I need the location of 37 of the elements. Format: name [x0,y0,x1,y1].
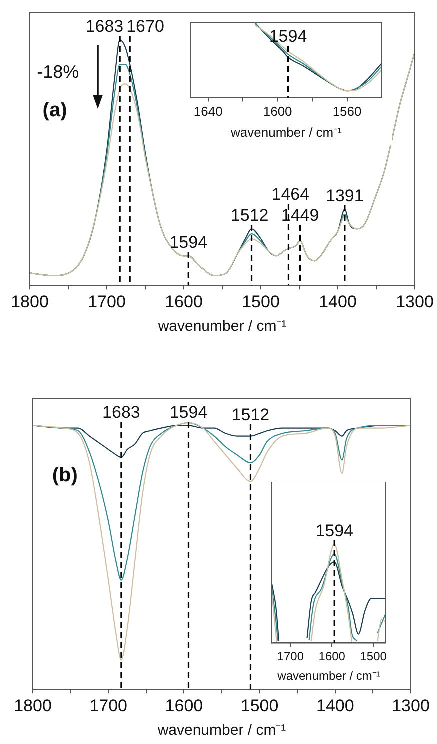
annotation: -18% [37,62,80,82]
x-tick-label: 1600 [318,650,346,664]
x-tick-label: 1300 [396,292,434,312]
x-tick-label: 1600 [263,104,292,120]
ref-line-label: 1391 [326,186,364,206]
x-tick-label: 1560 [332,104,362,120]
ref-line-label: 1464 [272,185,310,204]
x-tick-label: 1500 [242,292,280,312]
x-tick-label: 1500 [240,696,279,716]
ref-line-label: 1594 [316,521,354,540]
x-tick-label: 1600 [165,292,203,312]
x-tick-label: 1500 [360,650,388,664]
annotation: (a) [42,100,68,122]
ref-line-label: 1594 [170,403,208,422]
ref-line-label: 1594 [170,233,208,252]
ref-line-label: 1594 [269,27,308,46]
x-tick-label: 1640 [194,104,223,120]
x-tick-label: 1600 [165,696,204,716]
ref-line-label: 1449 [281,206,320,226]
x-tick-label: 1700 [277,650,304,664]
x-axis-title: wavenumber / cm⁻¹ [230,124,343,140]
x-tick-label: 1400 [316,696,354,716]
x-tick-label: 1700 [90,696,128,716]
x-tick-label: 1300 [392,696,430,716]
annotation: (b) [52,464,78,487]
ref-line-label: 1512 [232,405,270,424]
x-tick-label: 1700 [88,292,126,312]
ref-line-label: 1512 [230,206,269,226]
x-tick-label: 1800 [11,292,49,312]
x-axis-title: wavenumber / cm⁻¹ [157,318,287,336]
x-axis-title: wavenumber / cm⁻¹ [276,669,380,684]
ref-line-label: 1670 [126,17,164,36]
x-tick-label: 1400 [319,292,357,312]
x-axis-title: wavenumber / cm⁻¹ [156,722,286,740]
x-tick-label: 1800 [14,696,52,716]
ref-line-label: 1683 [102,403,140,422]
ref-line-label: 1683 [86,17,124,36]
